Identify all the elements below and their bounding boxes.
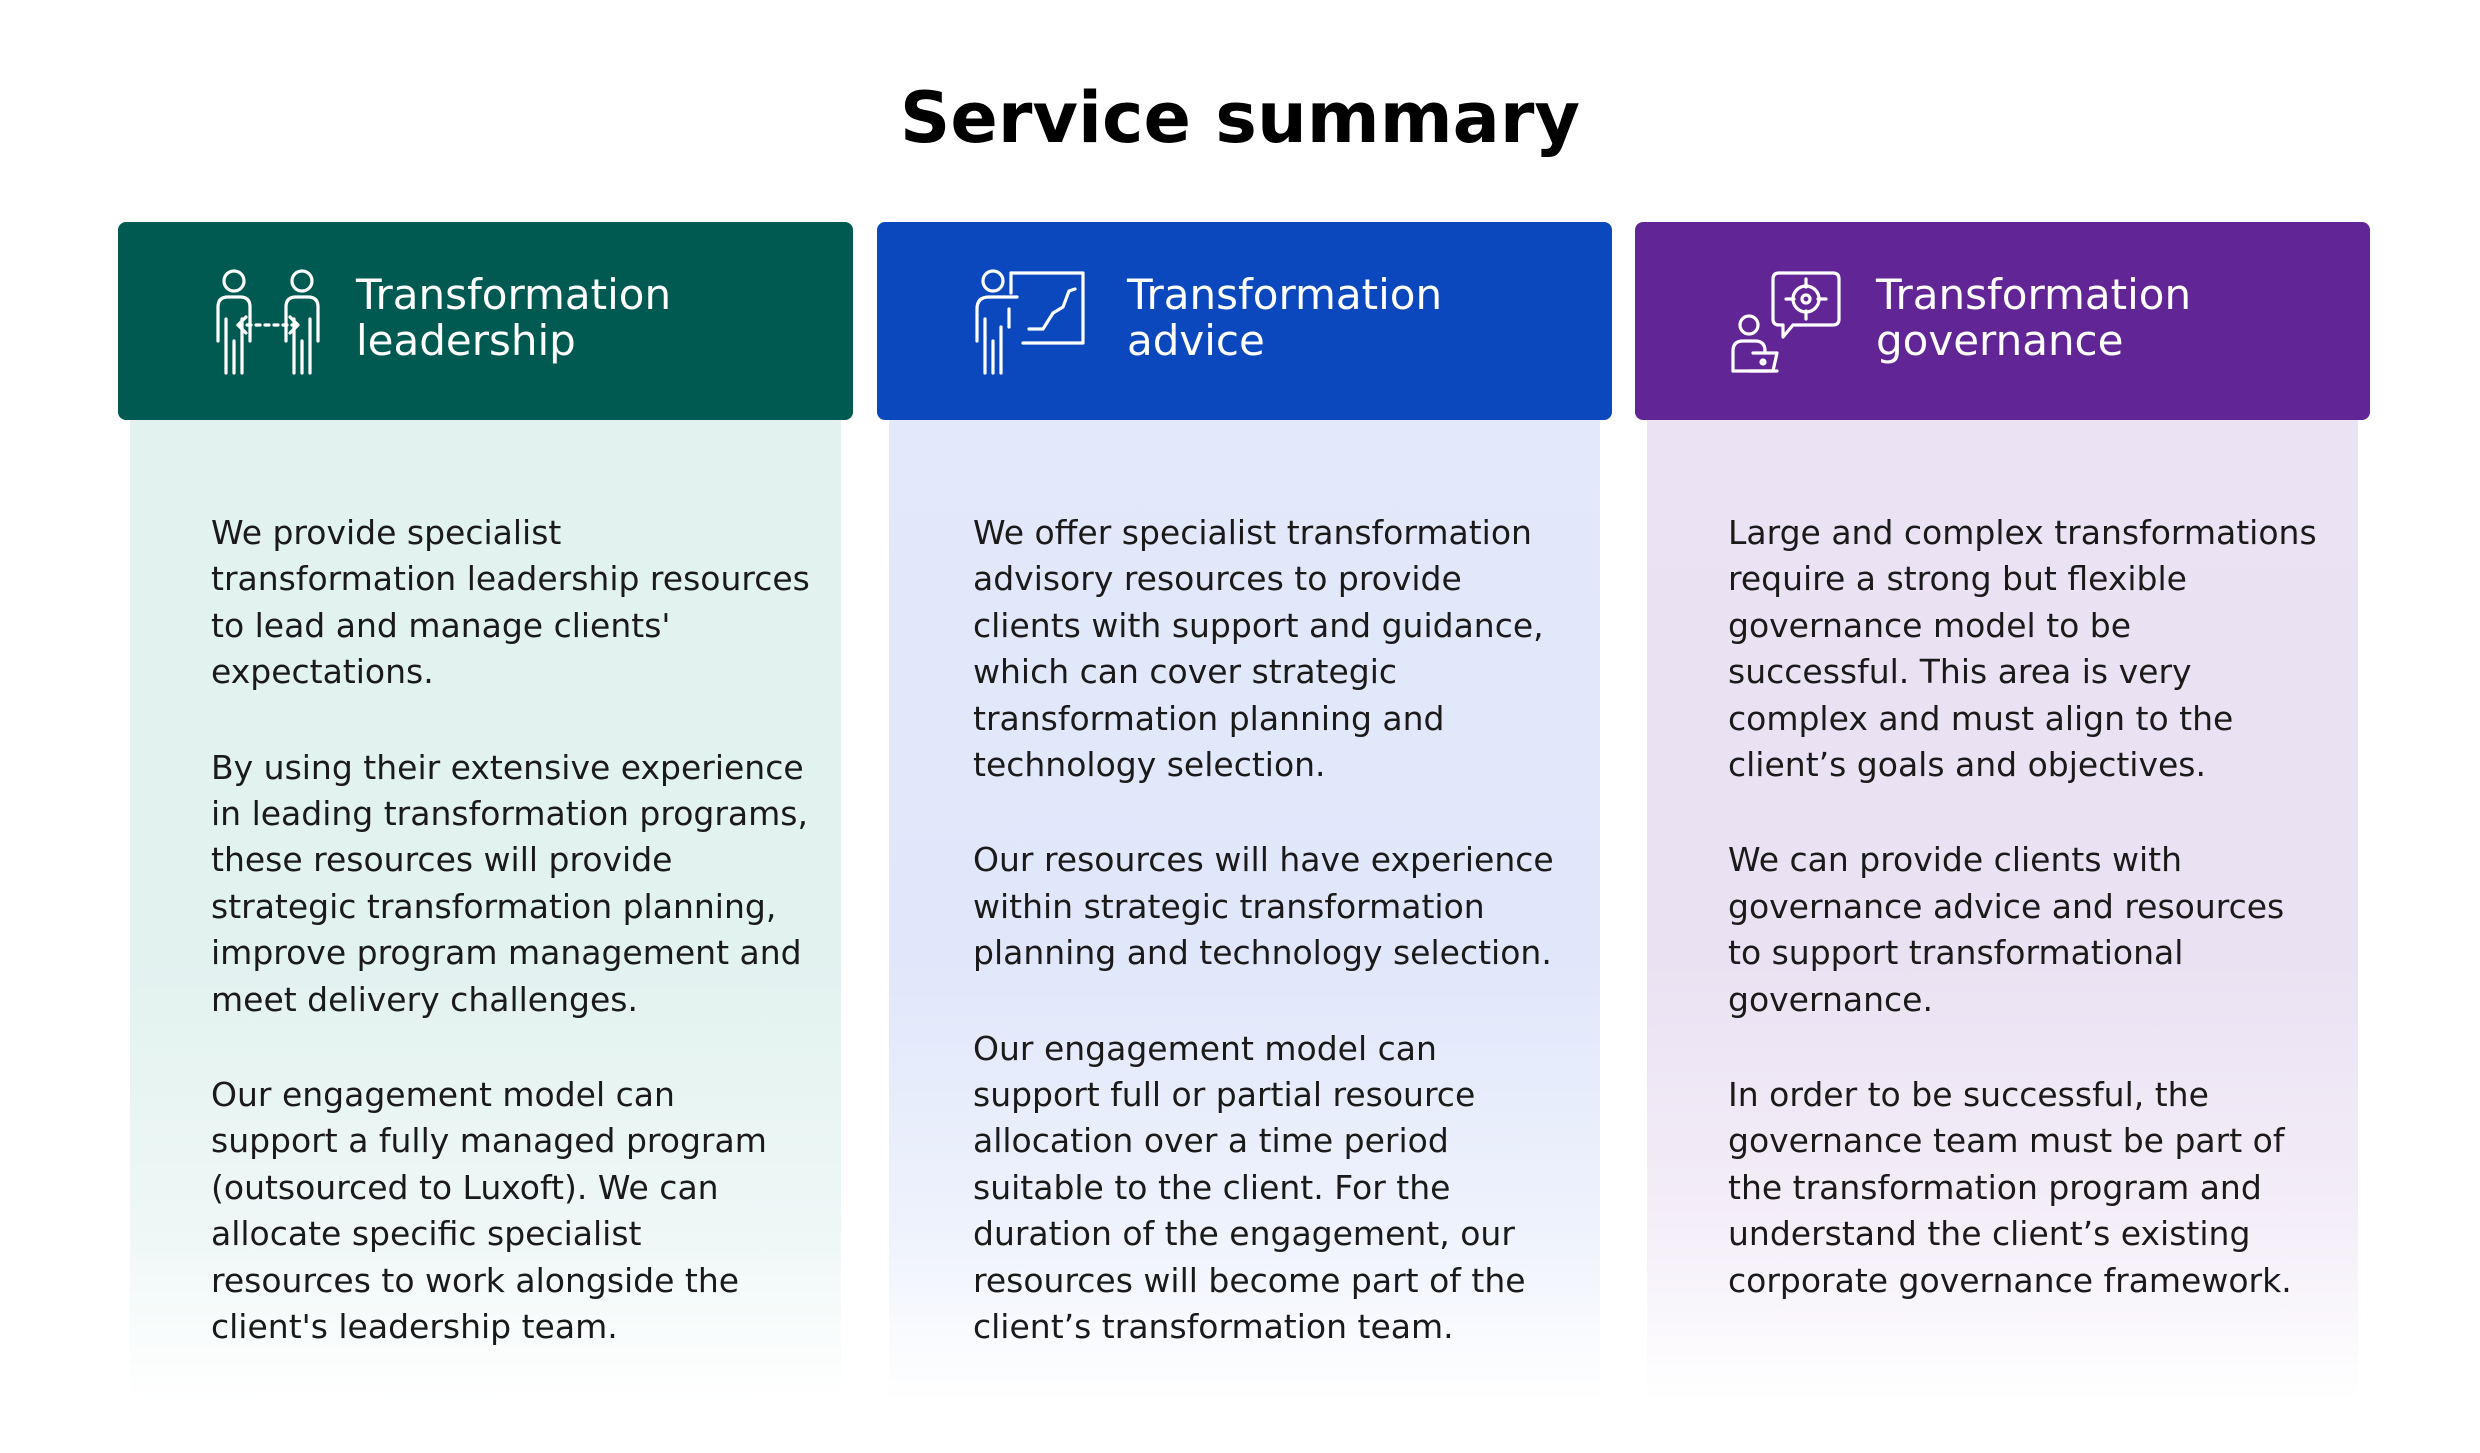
card-title-governance: Transformation governance — [1876, 272, 2346, 364]
card-title-line2: governance — [1876, 316, 2124, 365]
service-card-leadership: Transformation leadership We provide spe… — [118, 222, 853, 1402]
service-card-advice: Transformation advice We offer specialis… — [877, 222, 1612, 1402]
card-header-governance: Transformation governance — [1635, 222, 2370, 420]
card-body-governance: Large and complex transformations requir… — [1647, 412, 2358, 1402]
card-body-leadership: We provide specialist transformation lea… — [130, 412, 841, 1402]
card-text-leadership: We provide specialist transformation lea… — [211, 510, 811, 1400]
card-title-line1: Transformation — [1876, 270, 2192, 319]
service-card-governance: Transformation governance Large and comp… — [1635, 222, 2370, 1402]
card-paragraph: We provide specialist transformation lea… — [211, 513, 810, 692]
card-title-line2: leadership — [356, 316, 576, 365]
card-header-leadership: Transformation leadership — [118, 222, 853, 420]
card-text-advice: We offer specialist transformation advis… — [973, 510, 1573, 1400]
card-header-advice: Transformation advice — [877, 222, 1612, 420]
card-title-line1: Transformation — [1127, 270, 1443, 319]
page-title: Service summary — [899, 77, 1581, 159]
card-paragraph: Our engagement model can support a fully… — [211, 1075, 767, 1347]
card-title-leadership: Transformation leadership — [356, 272, 826, 364]
card-text-governance: Large and complex transformations requir… — [1728, 510, 2318, 1353]
card-body-advice: We offer specialist transformation advis… — [889, 412, 1600, 1402]
card-paragraph: We can provide clients with governance a… — [1728, 840, 2285, 1019]
card-paragraph: In order to be successful, the governanc… — [1728, 1075, 2292, 1300]
card-paragraph: We offer specialist transformation advis… — [973, 513, 1544, 785]
presenter-chart-icon — [973, 267, 1091, 379]
card-paragraph: By using their extensive experience in l… — [211, 747, 808, 1019]
card-paragraph: Large and complex transformations requir… — [1728, 513, 2317, 785]
card-title-line1: Transformation — [356, 270, 672, 319]
card-paragraph: Our resources will have experience withi… — [973, 840, 1554, 973]
two-people-exchange-icon — [210, 267, 328, 379]
person-target-speech-icon — [1727, 267, 1845, 379]
card-paragraph: Our engagement model can support full or… — [973, 1028, 1526, 1347]
card-title-advice: Transformation advice — [1127, 272, 1597, 364]
card-title-line2: advice — [1127, 316, 1265, 365]
